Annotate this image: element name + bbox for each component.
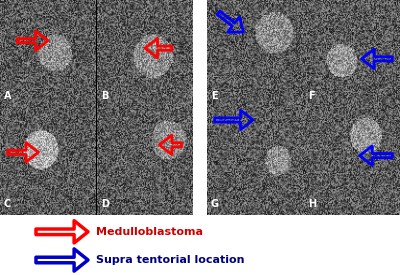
Text: G: G — [211, 199, 219, 208]
Text: Supra tentorial location: Supra tentorial location — [96, 255, 244, 265]
Text: H: H — [308, 199, 316, 208]
Text: Medulloblastoma: Medulloblastoma — [96, 227, 203, 237]
Text: A: A — [4, 90, 11, 101]
Text: B: B — [101, 90, 108, 101]
Text: D: D — [101, 199, 109, 208]
Text: C: C — [4, 199, 11, 208]
Text: E: E — [211, 90, 218, 101]
Text: F: F — [308, 90, 314, 101]
